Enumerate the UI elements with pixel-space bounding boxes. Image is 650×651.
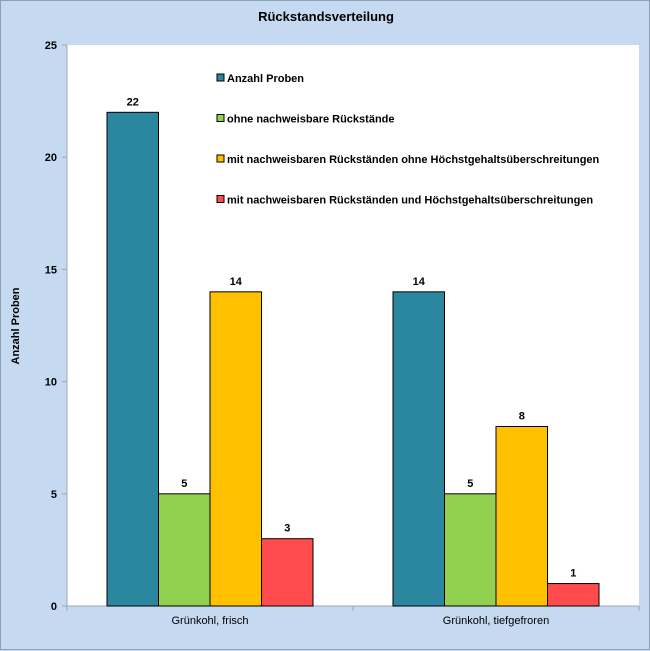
y-tick-label: 25	[45, 40, 57, 52]
data-label: 1	[570, 568, 576, 580]
data-label: 14	[230, 276, 243, 288]
legend-label: mit nachweisbaren Rückständen ohne Höchs…	[227, 154, 600, 166]
legend-label: Anzahl Proben	[227, 73, 304, 85]
legend-swatch	[216, 114, 225, 122]
legend-swatch	[216, 154, 225, 163]
data-label: 3	[284, 523, 290, 535]
chart-title: Rückstandsverteilung	[258, 9, 394, 24]
legend-swatch	[216, 195, 225, 203]
bar	[158, 493, 211, 607]
data-label: 14	[413, 276, 426, 288]
bar	[392, 291, 445, 607]
x-tick-label: Grünkohl, tiefgefroren	[443, 615, 549, 627]
data-label: 22	[127, 96, 139, 108]
bar	[495, 425, 548, 607]
data-label: 8	[519, 410, 525, 422]
legend-label: ohne nachweisbare Rückstände	[227, 114, 395, 126]
legend-label: mit nachweisbaren Rückständen und Höchst…	[227, 195, 593, 207]
data-label: 5	[467, 478, 473, 490]
y-tick-label: 15	[45, 264, 57, 276]
x-tick-label: Grünkohl, frisch	[171, 615, 248, 627]
y-tick-label: 20	[45, 152, 57, 164]
bar	[209, 291, 262, 607]
y-tick-label: 10	[45, 377, 57, 389]
bar	[106, 111, 159, 607]
y-tick-label: 0	[51, 601, 57, 613]
y-tick-label: 5	[51, 489, 57, 501]
bar	[444, 493, 497, 607]
y-axis-label: Anzahl Proben	[10, 287, 22, 364]
bar	[261, 538, 314, 607]
legend-swatch	[216, 73, 225, 82]
data-label: 5	[181, 478, 187, 490]
bar	[547, 583, 600, 607]
